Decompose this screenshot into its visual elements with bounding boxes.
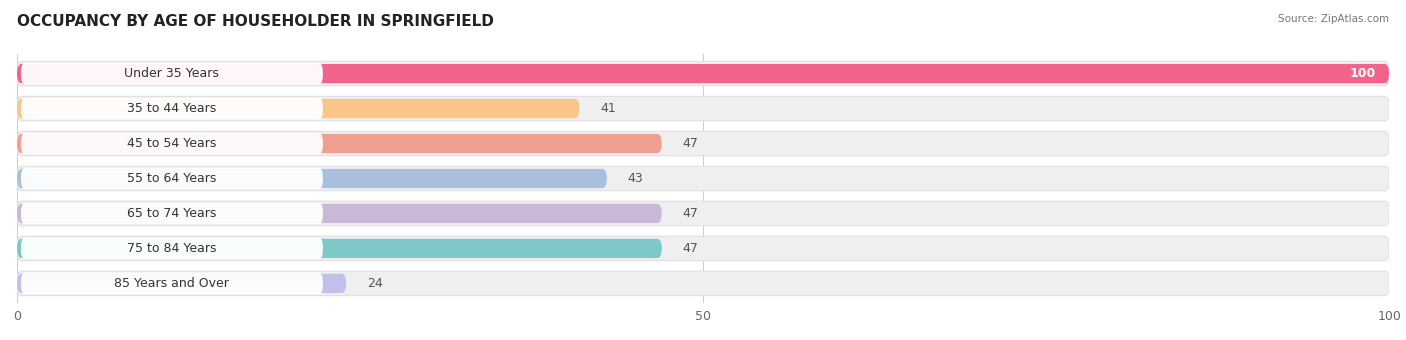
Text: 47: 47 [682,207,699,220]
FancyBboxPatch shape [17,131,1389,156]
Text: 55 to 64 Years: 55 to 64 Years [128,172,217,185]
FancyBboxPatch shape [17,239,662,258]
FancyBboxPatch shape [17,96,1389,121]
Text: 43: 43 [627,172,644,185]
FancyBboxPatch shape [21,238,323,259]
FancyBboxPatch shape [21,98,323,119]
FancyBboxPatch shape [17,166,1389,191]
FancyBboxPatch shape [17,64,1389,83]
FancyBboxPatch shape [17,271,1389,295]
FancyBboxPatch shape [17,62,1389,86]
FancyBboxPatch shape [17,134,662,153]
Text: Under 35 Years: Under 35 Years [125,67,219,80]
Text: 65 to 74 Years: 65 to 74 Years [128,207,217,220]
Text: 47: 47 [682,137,699,150]
FancyBboxPatch shape [17,169,607,188]
Text: 41: 41 [600,102,616,115]
FancyBboxPatch shape [21,273,323,294]
FancyBboxPatch shape [21,133,323,154]
FancyBboxPatch shape [17,274,346,293]
FancyBboxPatch shape [17,204,662,223]
FancyBboxPatch shape [17,236,1389,261]
FancyBboxPatch shape [17,201,1389,226]
FancyBboxPatch shape [21,63,323,84]
Text: 75 to 84 Years: 75 to 84 Years [127,242,217,255]
Text: 100: 100 [1350,67,1375,80]
Text: Source: ZipAtlas.com: Source: ZipAtlas.com [1278,14,1389,23]
Text: 24: 24 [367,277,382,290]
FancyBboxPatch shape [21,168,323,189]
Text: 45 to 54 Years: 45 to 54 Years [128,137,217,150]
Text: 85 Years and Over: 85 Years and Over [114,277,229,290]
FancyBboxPatch shape [21,203,323,224]
Text: 35 to 44 Years: 35 to 44 Years [128,102,217,115]
Text: OCCUPANCY BY AGE OF HOUSEHOLDER IN SPRINGFIELD: OCCUPANCY BY AGE OF HOUSEHOLDER IN SPRIN… [17,14,494,29]
FancyBboxPatch shape [17,99,579,118]
Text: 47: 47 [682,242,699,255]
